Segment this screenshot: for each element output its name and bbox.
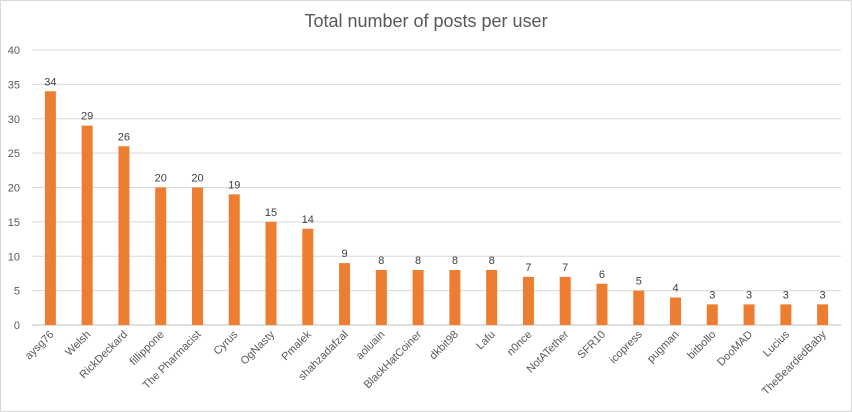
bar (817, 304, 829, 325)
data-label: 20 (191, 173, 203, 185)
x-tick-label: DooMAD (715, 329, 755, 369)
bar (743, 304, 755, 325)
x-tick-label: aysg76 (23, 329, 57, 363)
bar (339, 263, 351, 325)
data-label: 19 (228, 179, 240, 191)
bar (449, 270, 461, 325)
data-label: 8 (415, 255, 421, 267)
data-label: 4 (672, 283, 678, 295)
data-label: 8 (378, 255, 384, 267)
bar (780, 304, 792, 325)
x-tick-label: SFR10 (575, 329, 608, 362)
data-label: 8 (452, 255, 458, 267)
data-label: 3 (820, 289, 826, 301)
y-tick-label: 25 (8, 148, 20, 160)
data-label: 29 (81, 111, 93, 123)
x-tick-label: Welsh (63, 329, 93, 359)
y-tick-label: 35 (8, 79, 20, 91)
bar (375, 270, 387, 325)
data-label: 6 (599, 269, 605, 281)
x-tick-label: dkbit98 (427, 329, 461, 363)
y-tick-label: 20 (8, 183, 20, 195)
chart-title: Total number of posts per user (304, 11, 548, 31)
x-tick-label: Pmalek (279, 328, 314, 363)
y-tick-label: 15 (8, 217, 20, 229)
bar (559, 276, 571, 325)
bar (191, 187, 203, 325)
x-tick-label: icopress (607, 328, 645, 366)
data-label: 8 (489, 255, 495, 267)
x-tick-label: Lafu (474, 329, 498, 353)
bar (265, 221, 277, 325)
bar (302, 228, 314, 325)
x-tick-label: aoluain (354, 329, 388, 363)
bar (228, 194, 240, 325)
x-tick-label: n0nce (505, 329, 535, 359)
bar (81, 125, 93, 325)
x-tick-label: OgNasty (238, 328, 277, 367)
data-label: 5 (636, 276, 642, 288)
x-tick-label: bitbollo (685, 329, 718, 362)
data-label: 20 (155, 173, 167, 185)
data-label: 15 (265, 207, 277, 219)
x-tick-label: pugman (645, 329, 682, 366)
bar (706, 304, 718, 325)
data-label: 7 (562, 262, 568, 274)
data-label: 34 (44, 76, 56, 88)
bar (522, 276, 534, 325)
y-tick-label: 5 (14, 286, 20, 298)
data-label: 3 (783, 289, 789, 301)
bar (118, 146, 130, 325)
x-tick-label: TheBeardedBaby (760, 328, 829, 397)
x-tick-label: Lucius (761, 328, 792, 359)
data-label: 14 (302, 214, 314, 226)
data-label: 26 (118, 131, 130, 143)
y-tick-label: 40 (8, 45, 20, 57)
data-label: 3 (746, 289, 752, 301)
bar (633, 290, 645, 325)
data-label: 3 (709, 289, 715, 301)
x-tick-label: Cyrus (212, 328, 241, 357)
data-label: 7 (525, 262, 531, 274)
y-tick-label: 30 (8, 114, 20, 126)
y-tick-label: 10 (8, 251, 20, 263)
bar (486, 270, 498, 325)
data-label: 9 (342, 248, 348, 260)
y-tick-label: 0 (14, 320, 20, 332)
bar (412, 270, 424, 325)
bar (155, 187, 167, 325)
bar (596, 283, 608, 325)
bar (670, 297, 682, 325)
bar (44, 91, 56, 325)
